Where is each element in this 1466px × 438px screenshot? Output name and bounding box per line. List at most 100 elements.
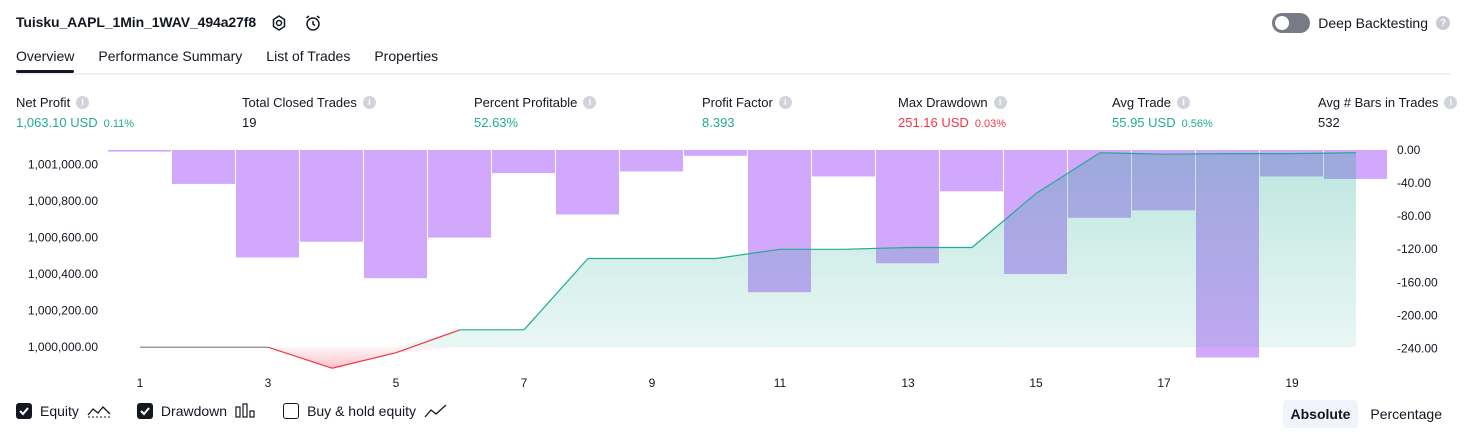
drawdown-bar <box>620 150 683 172</box>
x-axis-tick-label: 17 <box>1157 376 1171 390</box>
metric-label: Max Drawdown <box>898 94 988 110</box>
right-axis-tick-label: 0.00 <box>1397 143 1421 157</box>
equity-line-segment <box>1099 152 1165 155</box>
metric-value: 52.63% <box>474 115 519 130</box>
drawdown-bar <box>876 150 939 264</box>
equity-line-segment <box>523 258 589 331</box>
metric-avg-bars-in-trades: Avg # Bars in Trades i 532 <box>1318 94 1458 131</box>
drawdown-bar <box>556 150 619 215</box>
equity-line-segment <box>715 248 781 260</box>
tab-bar: Overview Performance Summary List of Tra… <box>16 48 439 73</box>
gear-icon[interactable] <box>269 13 289 33</box>
gear-icon-svg <box>272 15 286 31</box>
left-axis: 1,000,000.00 1,000,200.00 1,000,400.00 1,00… <box>28 157 98 354</box>
legend-equity[interactable]: Equity <box>16 403 111 419</box>
equity-series <box>140 152 1357 369</box>
right-axis-tick-label: -80.00 <box>1397 209 1431 223</box>
chart-legend: Equity Drawdown Buy & hold equity <box>16 403 448 419</box>
left-axis-tick-label: 1,000,400.00 <box>28 267 98 281</box>
legend-buy-hold[interactable]: Buy & hold equity <box>283 403 448 419</box>
x-axis: 1 3 5 7 9 11 13 15 17 19 <box>137 376 1299 390</box>
right-axis-tick-label: -200.00 <box>1397 308 1438 322</box>
metric-label: Net Profit <box>16 94 71 110</box>
drawdown-bar <box>172 150 235 184</box>
metric-percent: 0.11% <box>103 118 135 130</box>
metric-total-closed-trades: Total Closed Trades i 19 <box>242 94 376 131</box>
metric-value: 1,063.10 USD <box>16 115 98 130</box>
metric-max-drawdown: Max Drawdown i 251.16 USD 0.03% <box>898 94 1007 131</box>
equity-line-segment <box>843 246 909 250</box>
toggle-knob <box>1275 16 1290 30</box>
metric-value: 532 <box>1318 115 1340 130</box>
tab-properties[interactable]: Properties <box>374 48 439 64</box>
drawdown-bars-icon <box>235 403 255 418</box>
right-axis-tick-label: -40.00 <box>1397 176 1431 190</box>
x-axis-tick-label: 13 <box>901 376 915 390</box>
help-icon[interactable]: ? <box>1436 16 1450 30</box>
x-axis-tick-label: 11 <box>774 376 787 390</box>
info-icon[interactable]: i <box>76 95 90 109</box>
equity-checkbox[interactable] <box>16 403 32 419</box>
metric-value: 251.16 USD <box>898 115 969 130</box>
left-axis-tick-label: 1,000,800.00 <box>28 194 98 208</box>
left-axis-tick-label: 1,000,000.00 <box>28 340 98 354</box>
metric-label: Avg # Bars in Trades <box>1318 94 1439 110</box>
deep-backtesting-toggle[interactable] <box>1272 13 1311 33</box>
buy-hold-checkbox[interactable] <box>283 403 300 419</box>
x-axis-tick-label: 3 <box>265 376 272 390</box>
info-icon[interactable]: i <box>993 95 1007 109</box>
x-axis-tick-label: 9 <box>649 376 656 390</box>
drawdown-bar <box>428 150 491 238</box>
equity-drawdown-chart[interactable]: 1,000,000.00 1,000,200.00 1,000,400.00 1,00… <box>0 140 1466 395</box>
buy-hold-line-icon <box>424 404 447 418</box>
info-icon[interactable]: i <box>1177 95 1191 109</box>
metric-label: Profit Factor <box>702 94 773 110</box>
tab-list-of-trades[interactable]: List of Trades <box>266 48 351 64</box>
right-axis-tick-label: -240.00 <box>1397 341 1438 355</box>
metric-percent: 0.03% <box>974 118 1007 130</box>
strategy-title: Tuisku_AAPL_1Min_1WAV_494a27f8 <box>16 14 257 30</box>
equity-line-segment <box>331 352 397 369</box>
info-icon[interactable]: i <box>1444 95 1458 109</box>
left-axis-tick-label: 1,001,000.00 <box>28 157 98 171</box>
check-icon <box>140 407 150 416</box>
equity-area <box>140 152 1356 348</box>
equity-line-segment <box>1163 153 1229 155</box>
metric-label: Total Closed Trades <box>242 94 357 110</box>
absolute-button[interactable]: Absolute <box>1282 400 1359 428</box>
right-axis-tick-label: -120.00 <box>1397 242 1438 256</box>
info-icon[interactable]: i <box>778 95 792 109</box>
deep-backtesting-label: Deep Backtesting <box>1318 15 1428 31</box>
equity-line-segment <box>971 193 1037 248</box>
legend-drawdown[interactable]: Drawdown <box>136 403 257 419</box>
info-icon[interactable]: i <box>362 95 376 109</box>
drawdown-bar <box>364 150 427 279</box>
legend-drawdown-label: Drawdown <box>160 403 228 419</box>
alarm-clock-icon-svg <box>306 15 320 31</box>
x-axis-tick-label: 5 <box>393 376 400 390</box>
drawdown-bar <box>684 150 747 156</box>
left-axis-tick-label: 1,000,200.00 <box>28 304 98 318</box>
metric-value: 55.95 USD <box>1112 115 1176 130</box>
tab-divider <box>16 73 1450 75</box>
percentage-button[interactable]: Percentage <box>1370 406 1442 422</box>
left-axis-tick-label: 1,000,600.00 <box>28 230 98 244</box>
metric-value: 19 <box>242 115 257 130</box>
right-axis: 0.00 -40.00 -80.00 -120.00 -160.00 -200.00 -24… <box>1397 143 1438 355</box>
equity-line-segment <box>395 329 461 354</box>
info-icon[interactable]: i <box>583 95 597 109</box>
legend-equity-label: Equity <box>40 403 79 419</box>
drawdown-bar <box>940 150 1003 192</box>
tab-overview[interactable]: Overview <box>16 48 75 73</box>
tab-performance-summary[interactable]: Performance Summary <box>98 48 243 64</box>
alarm-clock-icon[interactable] <box>303 13 323 33</box>
metric-profit-factor: Profit Factor i 8.393 <box>702 94 792 131</box>
drawdown-bar <box>300 150 363 242</box>
metric-label: Percent Profitable <box>474 94 578 110</box>
value-mode-switch: Absolute Percentage <box>1282 400 1451 428</box>
drawdown-bar <box>492 150 555 174</box>
drawdown-bar <box>236 150 299 258</box>
x-axis-tick-label: 19 <box>1285 376 1299 390</box>
check-icon <box>19 407 29 416</box>
drawdown-checkbox[interactable] <box>136 403 153 419</box>
